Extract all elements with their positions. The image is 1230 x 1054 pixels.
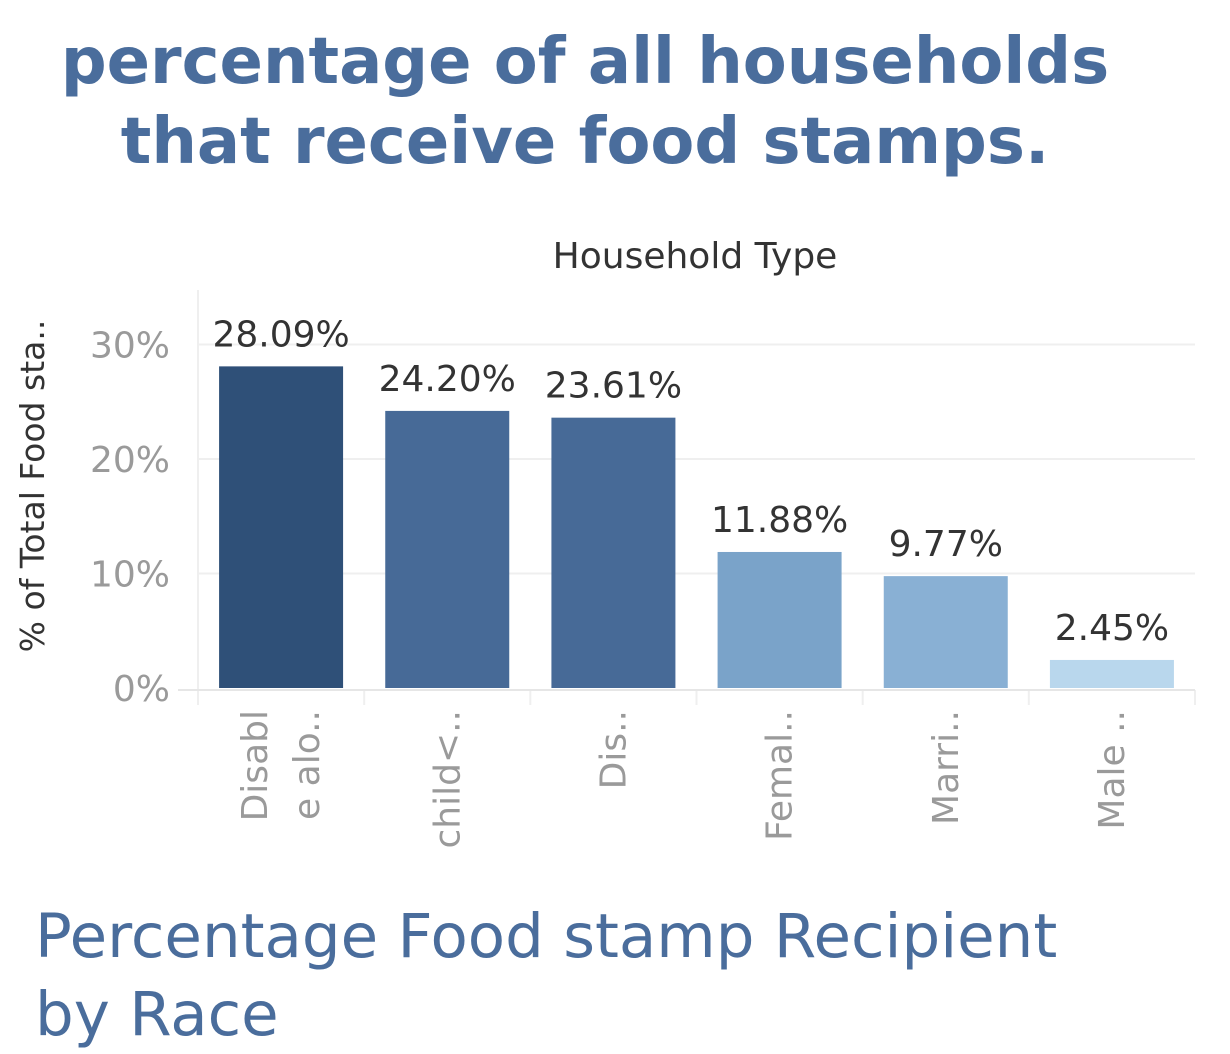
next-chart-title-line-1: Percentage Food stamp Recipient	[35, 901, 1058, 972]
bar	[883, 576, 1008, 688]
x-tick-label: Male ..	[1092, 710, 1133, 830]
x-tick-label: child<..	[427, 710, 468, 849]
y-tick-label: 10%	[90, 555, 170, 596]
chart-title: percentage of all households that receiv…	[0, 22, 1170, 182]
x-tick-label: e alo..	[287, 710, 328, 820]
bar	[219, 366, 344, 688]
data-labels: 28.09% 24.20% 23.61% 11.88% 9.77% 2.45%	[212, 314, 1169, 649]
data-label: 11.88%	[711, 500, 848, 541]
x-tick-label: Femal..	[760, 710, 801, 841]
y-tick-label: 0%	[113, 669, 170, 710]
next-chart-title-line-2: by Race	[35, 979, 279, 1050]
y-axis-ticks: 0% 10% 20% 30%	[90, 326, 170, 711]
y-axis-label: % of Total Food sta..	[13, 320, 52, 653]
data-label: 28.09%	[212, 314, 349, 355]
next-chart-title: Percentage Food stamp Recipient by Race	[35, 898, 1230, 1054]
data-label: 9.77%	[889, 524, 1003, 565]
chart-title-line-2: that receive food stamps.	[120, 105, 1050, 179]
data-label: 23.61%	[545, 366, 682, 407]
bar-chart: 0% 10% 20% 30% 28.09% 24.20% 23.61% 11.88% 9.77…	[13, 236, 1196, 849]
y-tick-label: 20%	[90, 440, 170, 481]
bars	[219, 366, 1174, 688]
data-label: 2.45%	[1055, 608, 1169, 649]
bar	[551, 417, 676, 688]
bar	[1049, 659, 1174, 688]
y-tick-label: 30%	[90, 326, 170, 367]
x-tick-label: Marri..	[926, 710, 967, 825]
bar	[385, 410, 510, 688]
bar	[717, 551, 842, 688]
data-label: 24.20%	[379, 359, 516, 400]
column-header: Household Type	[553, 236, 838, 277]
x-tick-label: Disabl	[235, 710, 276, 821]
x-tick-label: Dis..	[593, 710, 634, 789]
chart-title-line-1: percentage of all households	[60, 25, 1110, 99]
x-axis-ticks: Disabl e alo.. child<.. Dis.. Femal.. Marri..…	[235, 710, 1133, 849]
gridlines	[197, 290, 1196, 705]
